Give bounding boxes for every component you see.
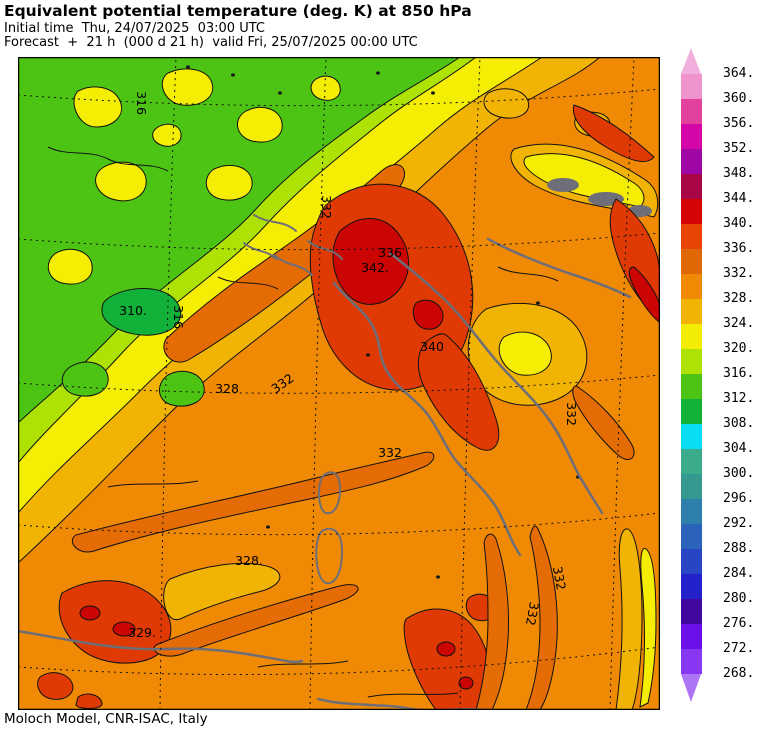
colorbar-band <box>681 149 702 174</box>
colorbar-tick-label: 312. <box>723 391 755 406</box>
map-border <box>17 56 661 711</box>
contour-label: 316 <box>171 305 186 329</box>
contour-label: 342. <box>361 260 389 275</box>
colorbar-tick-label: 304. <box>723 441 755 456</box>
colorbar-top-arrow <box>681 48 701 74</box>
colorbar-tick-label: 276. <box>723 616 755 631</box>
colorbar-band <box>681 424 702 449</box>
colorbar-tick-label: 332. <box>723 266 755 281</box>
colorbar-tick-label: 328. <box>723 291 755 306</box>
colorbar-band <box>681 224 702 249</box>
colorbar-tick-label: 356. <box>723 116 755 131</box>
colorbar-tick-label: 300. <box>723 466 755 481</box>
colorbar-tick-label: 320. <box>723 341 755 356</box>
colorbar-bottom-arrow <box>681 674 701 702</box>
contour-label: 332 <box>523 601 542 627</box>
colorbar-band <box>681 199 702 224</box>
colorbar-band <box>681 249 702 274</box>
colorbar-tick-label: 288. <box>723 541 755 556</box>
colorbar <box>681 48 702 704</box>
colorbar-tick-label: 336. <box>723 241 755 256</box>
minor-contours <box>47 65 580 698</box>
colorbar-band <box>681 299 702 324</box>
colorbar-tick-label: 272. <box>723 641 755 656</box>
contour-label: 332 <box>550 565 569 591</box>
colorbar-band <box>681 274 702 299</box>
colorbar-band <box>681 649 702 674</box>
colorbar-tick-label: 284. <box>723 566 755 581</box>
colorbar-band <box>681 549 702 574</box>
contour-label: 332 <box>319 195 334 219</box>
colorbar-band <box>681 349 702 374</box>
colorbar-band <box>681 449 702 474</box>
coastlines <box>16 214 632 712</box>
colorbar-tick-label: 268. <box>723 666 755 681</box>
contour-label: 340 <box>420 339 444 354</box>
colorbar-tick-label: 340. <box>723 216 755 231</box>
colorbar-band <box>681 574 702 599</box>
contour-label: 328. <box>235 553 263 568</box>
colorbar-tick-label: 360. <box>723 91 755 106</box>
colorbar-tick-label: 352. <box>723 141 755 156</box>
colorbar-band <box>681 124 702 149</box>
colorbar-band <box>681 99 702 124</box>
contour-label: 332 <box>378 445 402 460</box>
colorbar-tick-label: 364. <box>723 66 755 81</box>
colorbar-band <box>681 374 702 399</box>
contour-label: 316 <box>134 91 149 115</box>
colorbar-band <box>681 599 702 624</box>
graticule <box>17 56 661 711</box>
contour-label: 328 <box>215 381 239 396</box>
colorbar-band <box>681 524 702 549</box>
colorbar-tick-label: 348. <box>723 166 755 181</box>
warm-theta-e-cores <box>37 104 661 711</box>
contour-label: 336 <box>378 245 402 260</box>
contour-label: 332 <box>564 402 579 426</box>
initial-time-text: Initial time Thu, 24/07/2025 03:00 UTC <box>4 21 265 36</box>
model-credit: Moloch Model, CNR-ISAC, Italy <box>4 711 208 727</box>
contour-label: 329. <box>128 625 156 640</box>
contour-label: 310. <box>119 303 147 318</box>
colorbar-band <box>681 324 702 349</box>
colorbar-band <box>681 74 702 99</box>
colorbar-band <box>681 499 702 524</box>
colorbar-band <box>681 624 702 649</box>
colorbar-tick-label: 292. <box>723 516 755 531</box>
colorbar-band <box>681 474 702 499</box>
forecast-valid-text: Forecast + 21 h (000 d 21 h) valid Fri, … <box>4 35 418 50</box>
colorbar-tick-label: 308. <box>723 416 755 431</box>
southern-streaks <box>71 385 657 711</box>
colorbar-band <box>681 174 702 199</box>
colorbar-tick-label: 296. <box>723 491 755 506</box>
colorbar-tick-label: 316. <box>723 366 755 381</box>
colorbar-tick-label: 344. <box>723 191 755 206</box>
colorbar-tick-label: 324. <box>723 316 755 331</box>
colorbar-labels: 364. 360. 356. 352. 348. 344. 340. 336. 332. 328.… <box>723 48 760 704</box>
colorbar-band <box>681 399 702 424</box>
page-title: Equivalent potential temperature (deg. K… <box>4 2 472 20</box>
weather-map: 316 310. 316 332 336 342. 340 328 332 332 332 328. 3… <box>16 56 661 712</box>
colorbar-tick-label: 280. <box>723 591 755 606</box>
